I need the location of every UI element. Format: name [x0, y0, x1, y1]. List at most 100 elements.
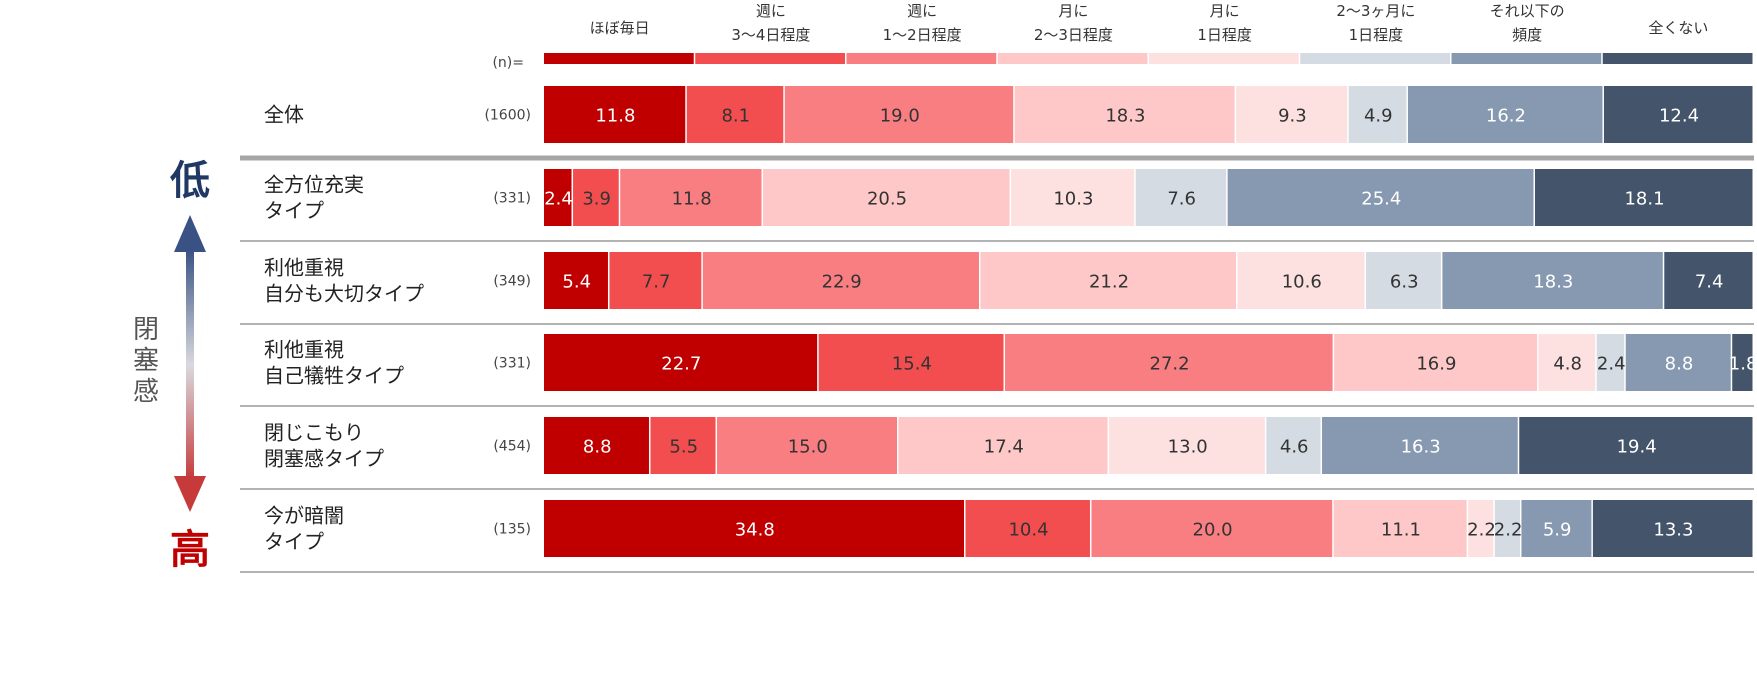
data-label: 2.4: [1597, 354, 1626, 375]
data-label: 10.4: [1008, 520, 1048, 541]
data-label: 18.3: [1105, 106, 1145, 127]
data-label: 4.9: [1364, 106, 1393, 127]
row-n: (331): [493, 356, 531, 372]
legend-swatch: [997, 53, 1148, 64]
data-label: 20.5: [867, 189, 907, 210]
data-label: 15.4: [892, 354, 932, 375]
data-label: 16.2: [1486, 106, 1526, 127]
row-label: 今が暗闇タイプ: [264, 504, 344, 554]
legend: ほぼ毎日 週に 3〜4日程度 週に 1〜2日程度 月に 2〜3日程度 月に 1日程度 2〜3ヶ月に…: [492, 2, 1753, 71]
bar-segment: [980, 252, 1237, 309]
row-label: 閉じこもり閉塞感タイプ: [264, 421, 384, 471]
bar-segment: [1603, 86, 1753, 143]
bar-segment: [650, 417, 716, 474]
data-label: 2.2: [1467, 520, 1496, 541]
bar-segment: [717, 417, 898, 474]
bar-segment: [686, 86, 784, 143]
row-n: (331): [493, 191, 531, 207]
data-label: 13.0: [1168, 437, 1208, 458]
legend-swatch: [1451, 53, 1602, 64]
legend-swatch: [1602, 53, 1753, 64]
legend-label: ほぼ毎日: [590, 19, 650, 37]
bar-segment: [1014, 86, 1235, 143]
bar-segment: [1625, 334, 1731, 391]
data-label: 19.0: [880, 106, 920, 127]
bar-segment: [609, 252, 702, 309]
data-label: 3.9: [582, 189, 611, 210]
bar-segment: [1494, 500, 1520, 557]
legend-swatch: [1300, 53, 1450, 64]
bar-segment: [544, 417, 649, 474]
bar-segment: [1334, 334, 1538, 391]
data-row: 今が暗闇タイプ (135) 34.8 10.4 20.0 11.1 2.22.2 5.9 13.…: [264, 500, 1753, 557]
data-label: 13.3: [1653, 520, 1693, 541]
row-separators: [240, 155, 1754, 573]
data-label: 19.4: [1617, 437, 1657, 458]
data-label: 17.4: [984, 437, 1024, 458]
bar-segment: [763, 169, 1010, 226]
bar-segment: [1266, 417, 1321, 474]
legend-label: 全くない: [1648, 19, 1708, 37]
axis-top-label: 低: [170, 158, 210, 204]
axis-arrow-up: [174, 215, 206, 252]
data-label: 15.0: [788, 437, 828, 458]
bar-segment: [818, 334, 1004, 391]
bar-segment: [1519, 417, 1753, 474]
row-label: 利他重視自己犠牲タイプ: [264, 338, 404, 388]
bar-segment: [544, 334, 818, 391]
data-label: 6.3: [1390, 272, 1419, 293]
bar-segment: [702, 252, 979, 309]
bar-segment: [1322, 417, 1518, 474]
data-row: 全体 (1600) 11.8 8.1 19.0 18.3 9.3 4.9 16.2 12.4: [264, 86, 1753, 143]
data-label: 9.3: [1278, 106, 1307, 127]
data-label: 16.9: [1416, 354, 1456, 375]
axis-arrow-down: [174, 476, 206, 512]
legend-swatch: [1149, 53, 1299, 64]
data-label: 20.0: [1193, 520, 1233, 541]
data-label: 8.8: [1665, 354, 1694, 375]
data-label: 22.7: [661, 354, 701, 375]
data-label: 18.1: [1624, 189, 1664, 210]
data-label: 2.4: [544, 189, 573, 210]
data-row: 閉じこもり閉塞感タイプ (454) 8.8 5.5 15.0 17.4 13.0 4.6 16.…: [264, 417, 1753, 474]
row-label: 全体: [264, 103, 304, 127]
data-label: 27.2: [1150, 354, 1190, 375]
data-label: 34.8: [735, 520, 775, 541]
data-label: 2.2: [1494, 520, 1523, 541]
data-label: 11.8: [595, 106, 635, 127]
row-n: (135): [493, 522, 531, 538]
row-n: (1600): [484, 108, 531, 124]
legend-label: 週に 1〜2日程度: [883, 2, 962, 44]
data-row: 全方位充実タイプ (331) 2.4 3.9 11.8 20.5 10.3 7.6 25.4 18…: [264, 169, 1753, 226]
bar-segment: [965, 500, 1090, 557]
bar-segment: [784, 86, 1014, 143]
data-label: 7.6: [1167, 189, 1196, 210]
data-label: 8.1: [721, 106, 750, 127]
legend-label: 月に 1日程度: [1197, 2, 1252, 44]
bar-segment: [544, 500, 965, 557]
bar-segment: [1011, 169, 1135, 226]
bar-segment: [1596, 334, 1625, 391]
data-label: 10.6: [1282, 272, 1322, 293]
bar-segment: [544, 169, 572, 226]
data-label: 7.7: [642, 272, 671, 293]
legend-swatch: [695, 53, 845, 64]
data-label: 1.8: [1729, 354, 1757, 375]
bar-segment: [1366, 252, 1441, 309]
n-prefix: (n)=: [492, 55, 524, 71]
bar-segment: [1592, 500, 1753, 557]
data-label: 22.9: [822, 272, 862, 293]
data-label: 4.6: [1280, 437, 1309, 458]
bar-segment: [1109, 417, 1265, 474]
row-n: (349): [493, 274, 531, 290]
data-label: 16.3: [1401, 437, 1441, 458]
axis-middle-label: 閉塞感: [133, 315, 159, 407]
axis-arrow-shaft: [186, 250, 194, 480]
data-label: 25.4: [1361, 189, 1401, 210]
data-label: 12.4: [1659, 106, 1699, 127]
data-label: 10.3: [1053, 189, 1093, 210]
bar-segment: [1534, 169, 1753, 226]
data-label: 7.4: [1695, 272, 1724, 293]
closure-axis: 低 高 閉塞感: [133, 158, 210, 573]
